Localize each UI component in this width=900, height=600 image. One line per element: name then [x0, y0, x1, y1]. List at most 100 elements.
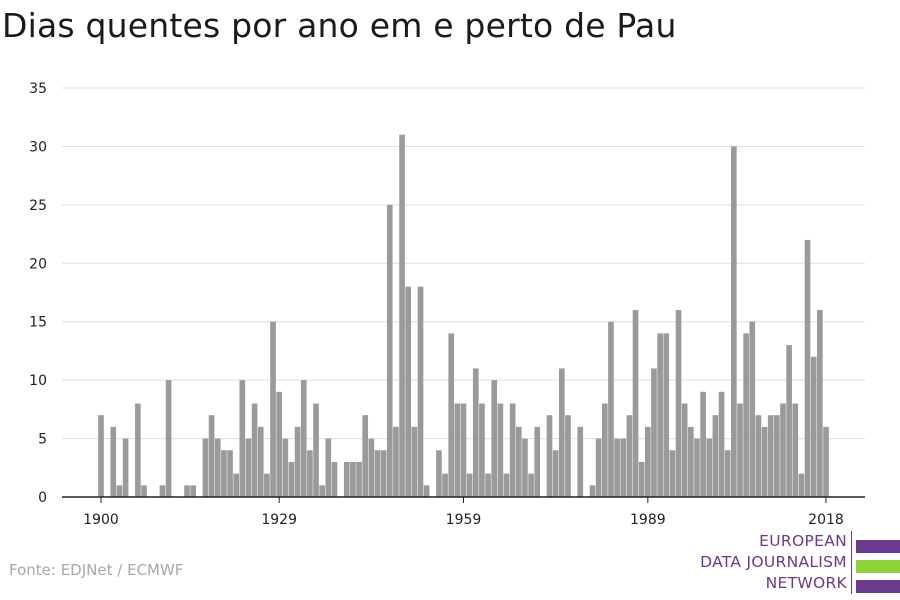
logo-bars	[856, 540, 900, 600]
bar-1973	[546, 415, 553, 497]
bar-1999	[706, 438, 713, 497]
x-tick-label: 1989	[630, 512, 666, 528]
y-axis-ticks: 0 5 10 15 20 25 30 35	[29, 81, 47, 506]
bar-1962	[479, 403, 485, 497]
bar-1970	[528, 473, 534, 497]
logo-bar-middle	[856, 560, 900, 573]
bar-1976	[565, 415, 571, 497]
bar-1978	[577, 426, 584, 497]
logo-line-3: NETWORK	[765, 574, 847, 592]
bar-1981	[595, 438, 602, 497]
bar-1945	[374, 450, 381, 497]
logo-line-1: EUROPEAN	[759, 532, 847, 550]
bar-2011	[780, 403, 786, 497]
bar-1951	[411, 426, 418, 497]
bar-2017	[817, 310, 823, 497]
bar-1923	[239, 380, 246, 497]
bar-1917	[202, 438, 209, 497]
bars	[98, 134, 829, 497]
bar-1969	[522, 438, 528, 497]
bar-1993	[669, 450, 676, 497]
bar-1971	[534, 426, 541, 497]
bar-1957	[448, 333, 455, 497]
bar-1928	[270, 321, 276, 497]
bar-1985	[620, 438, 627, 497]
bar-1902	[110, 426, 117, 497]
bar-2006	[749, 321, 756, 497]
bar-1991	[657, 333, 663, 497]
bar-2007	[755, 415, 762, 497]
bar-1920	[221, 450, 227, 497]
bar-1998	[700, 391, 706, 497]
bar-1997	[694, 438, 700, 497]
y-tick-label: 0	[38, 490, 47, 506]
x-tick-label: 1900	[83, 512, 119, 528]
bar-1911	[165, 380, 172, 497]
bar-1941	[350, 461, 356, 497]
bar-1929	[276, 391, 283, 497]
y-tick-label: 15	[29, 315, 47, 331]
bar-2003	[731, 146, 737, 497]
bar-2014	[798, 473, 805, 497]
y-tick-label: 5	[38, 432, 47, 448]
bar-1921	[227, 450, 233, 497]
bar-1968	[515, 426, 522, 497]
bar-2005	[743, 333, 749, 497]
bar-1915	[190, 485, 196, 497]
bar-1984	[614, 438, 620, 497]
bar-1980	[589, 485, 596, 497]
bar-1906	[135, 403, 141, 497]
logo-line-2: DATA JOURNALISM	[700, 553, 847, 571]
chart-title: Dias quentes por ano em e perto de Pau	[2, 6, 677, 45]
bar-1965	[497, 403, 504, 497]
x-tick-label: 1959	[446, 512, 482, 528]
source-note: Fonte: EDJNet / ECMWF	[9, 561, 184, 579]
bar-1947	[386, 204, 393, 497]
y-tick-label: 30	[29, 139, 47, 155]
bar-1952	[417, 286, 424, 497]
bar-1967	[509, 403, 516, 497]
bar-1958	[454, 403, 461, 497]
bar-1935	[313, 403, 319, 497]
bar-1942	[356, 461, 362, 497]
bar-1964	[491, 380, 498, 497]
bar-1914	[184, 485, 190, 497]
bar-1950	[405, 286, 412, 497]
bar-1975	[558, 368, 565, 497]
bar-2001	[718, 391, 725, 497]
bar-1944	[368, 438, 375, 497]
bar-1922	[233, 473, 239, 497]
bar-1931	[288, 461, 295, 497]
bar-1961	[472, 368, 479, 497]
bar-2004	[737, 403, 743, 497]
bar-1937	[325, 438, 332, 497]
bar-1986	[626, 415, 633, 497]
bar-2015	[804, 239, 811, 497]
bar-1925	[251, 403, 258, 497]
bar-2016	[810, 356, 817, 497]
bar-1938	[331, 461, 338, 497]
y-tick-label: 10	[29, 373, 47, 389]
bar-1995	[681, 403, 688, 497]
bar-1966	[503, 473, 510, 497]
bar-2009	[767, 415, 774, 497]
bar-1989	[644, 426, 651, 497]
bar-1910	[159, 485, 166, 497]
bar-1900	[98, 415, 104, 497]
bar-2010	[774, 415, 780, 497]
bar-1956	[442, 473, 448, 497]
bar-1932	[294, 426, 301, 497]
bar-1982	[601, 403, 608, 497]
bar-1933	[300, 380, 307, 497]
bar-1987	[632, 310, 639, 497]
bar-1903	[116, 485, 123, 497]
bar-1974	[552, 450, 559, 497]
logo-bar-top	[856, 540, 900, 553]
bar-1963	[485, 473, 491, 497]
bar-1904	[122, 438, 129, 497]
edjnet-logo: EUROPEAN DATA JOURNALISM NETWORK	[700, 531, 900, 600]
bar-1936	[319, 485, 326, 497]
bar-1949	[399, 134, 405, 497]
bar-1927	[264, 473, 270, 497]
bar-1943	[362, 415, 369, 497]
